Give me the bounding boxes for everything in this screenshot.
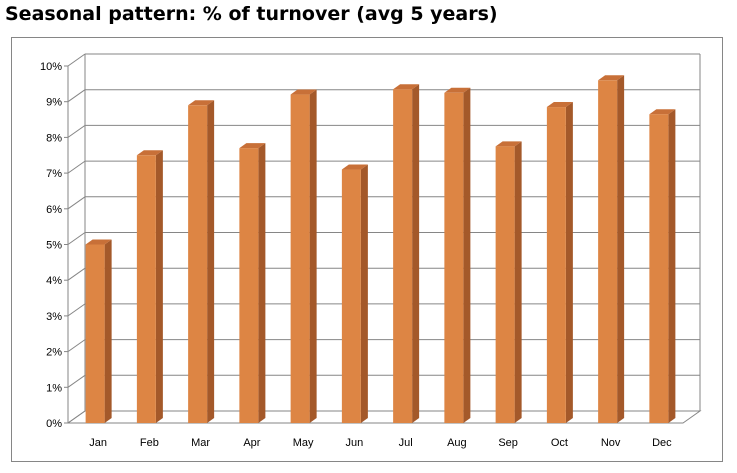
bar-front bbox=[239, 148, 259, 424]
bar-side bbox=[360, 164, 368, 423]
bar-top bbox=[136, 150, 163, 156]
gridline-diagonal bbox=[67, 196, 86, 210]
bar bbox=[341, 164, 368, 423]
bar-side bbox=[565, 102, 573, 424]
x-tick-label: Jan bbox=[89, 437, 107, 449]
gridline-diagonal bbox=[67, 410, 86, 424]
y-tick-label: 2% bbox=[46, 347, 62, 359]
y-tick-label: 5% bbox=[46, 240, 62, 252]
chart-title: Seasonal pattern: % of turnover (avg 5 y… bbox=[5, 3, 498, 25]
x-tick-label: May bbox=[293, 437, 314, 449]
gridline-diagonal bbox=[67, 303, 86, 317]
x-tick-label: Dec bbox=[652, 437, 672, 449]
x-tick-label: Jun bbox=[346, 437, 364, 449]
x-tick-label: Mar bbox=[191, 437, 210, 449]
bar bbox=[444, 87, 471, 424]
bar bbox=[598, 75, 625, 423]
y-tick-label: 9% bbox=[46, 97, 62, 109]
x-tick-label: Jul bbox=[399, 437, 413, 449]
bar bbox=[290, 89, 317, 423]
gridline-diagonal bbox=[67, 160, 86, 174]
bar-top bbox=[444, 87, 471, 93]
y-tick-label: 7% bbox=[46, 168, 62, 180]
bar bbox=[546, 102, 573, 424]
bar bbox=[136, 150, 163, 423]
bar-top bbox=[85, 239, 112, 245]
bar-front bbox=[341, 169, 361, 423]
y-axis-ticks: 0% 1% 2% 3% 4% 5% 6% 7% 8% 9% 10% bbox=[40, 61, 62, 430]
bar-top bbox=[649, 109, 676, 115]
bar-front bbox=[649, 114, 669, 423]
bar-side bbox=[514, 141, 522, 423]
bar-side bbox=[463, 87, 471, 424]
gridline-diagonal bbox=[67, 267, 86, 281]
bar-front bbox=[444, 92, 464, 424]
x-tick-label: Oct bbox=[551, 437, 568, 449]
bar bbox=[85, 239, 112, 423]
y-tick-label: 6% bbox=[46, 204, 62, 216]
bar-top bbox=[495, 141, 522, 147]
gridline-diagonal bbox=[67, 374, 86, 388]
bar-top bbox=[290, 89, 317, 95]
bar-top bbox=[188, 100, 215, 106]
bar bbox=[495, 141, 522, 423]
bar-top bbox=[239, 143, 266, 149]
bar-front bbox=[393, 89, 413, 423]
bar-side bbox=[412, 84, 420, 423]
bar bbox=[239, 143, 266, 424]
gridline-diagonal bbox=[67, 89, 86, 103]
x-tick-label: Sep bbox=[498, 437, 518, 449]
bar-side bbox=[617, 75, 625, 423]
x-tick-label: Aug bbox=[447, 437, 467, 449]
y-tick-label: 1% bbox=[46, 382, 62, 394]
bar-front bbox=[495, 146, 515, 423]
x-tick-label: Nov bbox=[601, 437, 621, 449]
bar-side bbox=[104, 239, 112, 423]
bar-side bbox=[258, 143, 266, 424]
bar bbox=[393, 84, 420, 423]
bars bbox=[85, 75, 676, 424]
bar-front bbox=[290, 94, 310, 423]
y-tick-label: 10% bbox=[40, 61, 62, 73]
x-tick-label: Feb bbox=[140, 437, 159, 449]
bar-top bbox=[546, 102, 573, 108]
bar-front bbox=[546, 107, 566, 424]
y-tick-label: 8% bbox=[46, 132, 62, 144]
y-tick-label: 0% bbox=[46, 418, 62, 430]
y-tick-label: 3% bbox=[46, 311, 62, 323]
bar-front bbox=[598, 80, 618, 423]
bar-side bbox=[668, 109, 676, 423]
bar-front bbox=[136, 155, 156, 423]
gridline-diagonal bbox=[67, 53, 86, 67]
gridline-diagonal bbox=[67, 232, 86, 245]
bar-side bbox=[309, 89, 317, 423]
gridline-diagonal bbox=[67, 339, 86, 353]
bar-side bbox=[155, 150, 163, 423]
bar-front bbox=[188, 105, 208, 424]
x-axis-ticks: Jan Feb Mar Apr May Jun Jul Aug Sep Oct Nov Dec bbox=[89, 437, 672, 449]
bar-top bbox=[341, 164, 368, 170]
bar bbox=[188, 100, 215, 424]
bar-top bbox=[598, 75, 625, 81]
x-tick-label: Apr bbox=[243, 437, 260, 449]
y-tick-label: 4% bbox=[46, 275, 62, 287]
bar-front bbox=[85, 244, 105, 423]
gridlines bbox=[64, 53, 700, 424]
bar-top bbox=[393, 84, 420, 90]
bar bbox=[649, 109, 676, 423]
bar-side bbox=[207, 100, 215, 424]
gridline-diagonal bbox=[67, 124, 86, 138]
